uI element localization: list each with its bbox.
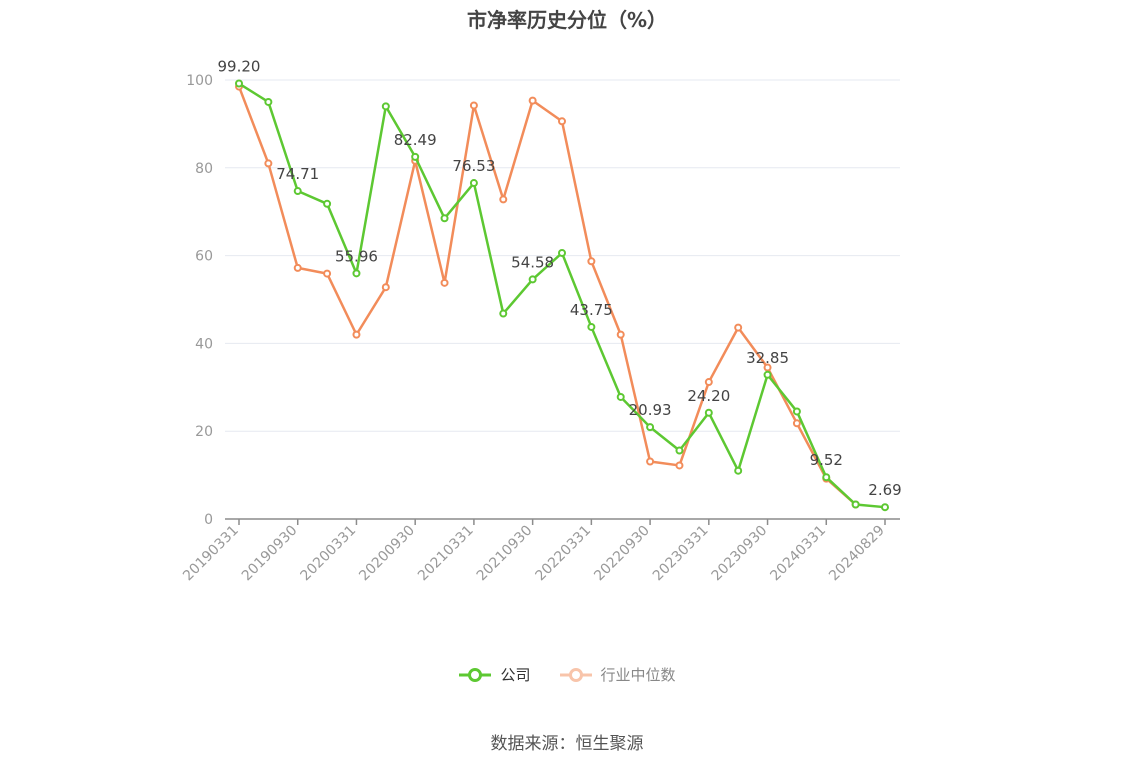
data-labels: 99.20 74.71 55.96 82.49 76.53 54.58 43.75 20.93… <box>218 58 902 500</box>
data-point-industry <box>381 283 390 292</box>
data-point-company <box>293 187 302 196</box>
data-point-company <box>881 503 889 512</box>
data-point-industry <box>704 378 713 387</box>
y-tick-label: 100 <box>186 73 213 89</box>
data-point-company <box>440 214 449 223</box>
data-point-company <box>352 269 361 278</box>
legend-item-company[interactable]: 公司 <box>458 664 531 685</box>
data-point-industry <box>646 457 655 466</box>
data-point-industry <box>293 263 302 272</box>
data-label: 99.20 <box>218 58 261 76</box>
series-lines <box>235 79 889 512</box>
data-point-company <box>411 152 420 161</box>
x-tick-label: 20240331 <box>767 523 829 585</box>
x-tick-label: 20190930 <box>239 523 301 585</box>
data-point-company <box>646 423 655 432</box>
source-note: 数据来源：恒生聚源 <box>490 734 644 754</box>
data-point-company <box>558 248 566 257</box>
legend-industry-marker-icon <box>559 667 592 682</box>
data-point-industry <box>323 269 332 278</box>
data-label: 24.20 <box>687 387 730 405</box>
chart-title: 市净率历史分位（%） <box>466 8 668 32</box>
x-tick-label: 20230930 <box>709 523 771 585</box>
data-label: 74.71 <box>276 165 319 183</box>
data-point-industry <box>264 159 273 168</box>
x-tick-label: 20220930 <box>591 523 653 585</box>
data-point-company <box>528 275 537 284</box>
data-point-industry <box>352 330 361 339</box>
data-label: 2.69 <box>868 481 901 499</box>
data-label: 32.85 <box>746 349 789 367</box>
y-tick-label: 20 <box>195 424 213 440</box>
data-label: 76.53 <box>452 157 495 175</box>
data-point-industry <box>763 363 772 372</box>
data-point-company <box>469 179 478 188</box>
y-tick-label: 80 <box>195 161 213 177</box>
data-point-company <box>792 407 801 416</box>
x-tick-label: 20240829 <box>826 523 888 585</box>
data-label: 55.96 <box>335 247 378 265</box>
legend-industry-label: 行业中位数 <box>600 666 676 684</box>
data-point-company <box>264 97 273 106</box>
legend: 公司 行业中位数 <box>0 664 1134 685</box>
data-point-industry <box>499 195 508 204</box>
x-tick-label: 20200930 <box>356 523 418 585</box>
data-point-company <box>763 370 772 379</box>
data-point-company <box>616 392 625 401</box>
series-line-company <box>238 82 886 509</box>
legend-company-label: 公司 <box>500 666 531 684</box>
data-point-company <box>704 408 713 417</box>
data-point-company <box>587 322 596 331</box>
data-point-company <box>734 466 743 475</box>
data-point-industry <box>616 330 625 339</box>
data-point-company <box>323 199 332 208</box>
axes: 0 20 40 60 80 100 2019033120190930202003312020… <box>180 73 900 584</box>
x-tick-label: 20200331 <box>298 523 360 585</box>
data-label: 82.49 <box>394 131 437 149</box>
data-point-industry <box>440 278 449 287</box>
data-label: 54.58 <box>511 253 554 271</box>
series-line-industry <box>237 86 857 506</box>
data-label: 43.75 <box>570 301 613 319</box>
x-tick-label: 20220331 <box>532 523 594 585</box>
data-point-industry <box>675 461 684 470</box>
x-tick-label: 20190331 <box>180 523 242 585</box>
data-point-industry <box>528 96 537 105</box>
y-tick-label: 0 <box>204 512 213 528</box>
y-tick-label: 40 <box>195 336 213 352</box>
data-point-company <box>822 473 831 482</box>
data-point-company <box>675 446 684 455</box>
data-point-industry <box>558 117 566 126</box>
x-tick-label: 20230331 <box>650 523 712 585</box>
data-label: 20.93 <box>629 401 672 419</box>
data-point-industry <box>734 323 743 332</box>
y-tick-label: 60 <box>195 249 213 265</box>
legend-company-marker-icon <box>459 667 492 682</box>
data-point-industry <box>587 257 596 266</box>
data-point-company <box>851 500 860 509</box>
data-point-company <box>235 79 243 88</box>
legend-item-industry[interactable]: 行业中位数 <box>559 664 676 685</box>
x-tick-label: 20210930 <box>474 523 536 585</box>
data-label: 9.52 <box>810 451 843 469</box>
data-point-company <box>381 102 390 111</box>
x-tick-label: 20210331 <box>415 523 477 585</box>
data-point-industry <box>469 101 478 110</box>
data-point-industry <box>792 419 801 428</box>
data-point-company <box>499 309 508 318</box>
